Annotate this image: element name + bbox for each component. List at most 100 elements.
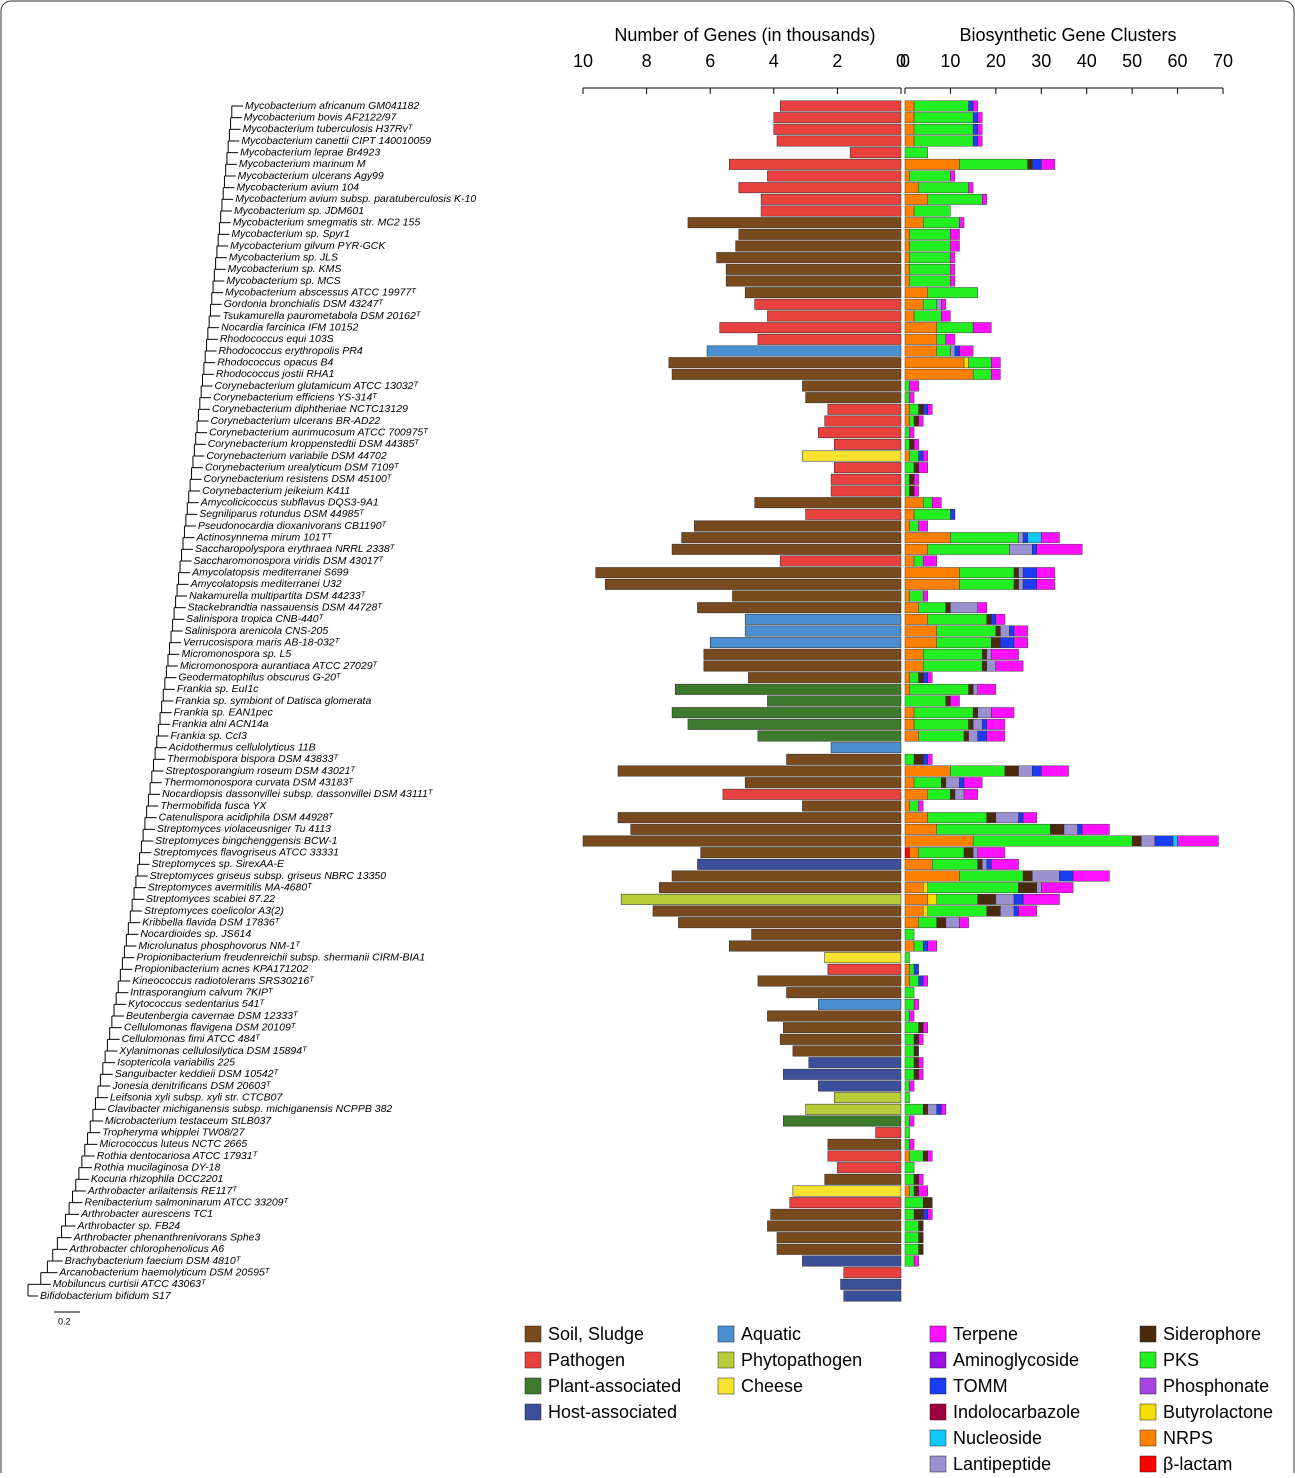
- gene-bar: [722, 788, 902, 800]
- species-label: Streptomyces sp. SirexAA-E: [152, 858, 285, 870]
- bgc-segment: [986, 613, 992, 625]
- bgc-segment: [1013, 567, 1019, 579]
- bgc-segment: [904, 683, 910, 695]
- gene-bar: [697, 858, 902, 870]
- bgc-segment: [963, 788, 978, 800]
- gene-bar: [754, 298, 902, 310]
- bgc-segment: [913, 963, 919, 975]
- gene-bar: [773, 112, 902, 124]
- species-label: Arcanobacterium haemolyticum DSM 20595ᵀ: [58, 1266, 270, 1278]
- bgc-segment: [936, 298, 942, 310]
- bgc-segment: [913, 508, 951, 520]
- bgc-segment: [909, 380, 919, 392]
- species-label: Mycobacterium avium subsp. paratuberculo…: [235, 193, 476, 205]
- bgc-segment: [922, 940, 928, 952]
- bgc-segment: [904, 1255, 915, 1267]
- bgc-segment: [986, 905, 1001, 917]
- species-label: Corynebacterium resistens DSM 45100ᵀ: [204, 473, 393, 485]
- species-label: Streptomyces griseus subsp. griseus NBRC…: [150, 870, 387, 882]
- bgc-segment: [909, 1010, 915, 1022]
- bgc-segment: [904, 497, 924, 509]
- gene-bar: [767, 1010, 902, 1022]
- species-label: Corynebacterium ulcerans BR-AD22: [210, 415, 380, 427]
- bgc-segment: [904, 660, 924, 672]
- species-label: Rothia dentocariosa ATCC 17931ᵀ: [97, 1150, 259, 1162]
- species-label: Mycobacterium marinum M: [239, 158, 366, 170]
- x-tick-label: 30: [1031, 51, 1051, 71]
- legend-label: Lantipeptide: [953, 1454, 1051, 1473]
- legend-label: Indolocarbazole: [953, 1402, 1080, 1422]
- bgc-segment: [972, 112, 978, 124]
- species-label: Thermobispora bispora DSM 43833ᵀ: [167, 753, 339, 765]
- bgc-segment: [922, 1208, 928, 1220]
- x-tick-label: 70: [1213, 51, 1233, 71]
- gene-bar: [652, 905, 902, 917]
- bgc-segment: [904, 322, 937, 334]
- bgc-segment: [1018, 532, 1024, 544]
- legend-swatch: [524, 1351, 542, 1369]
- bgc-segment: [904, 240, 910, 252]
- bgc-segment: [959, 870, 1024, 882]
- species-label: Corynebacterium jeikeium K411: [202, 485, 350, 497]
- x-tick-label: 2: [832, 51, 842, 71]
- bgc-segment: [977, 847, 1006, 859]
- species-label: Mycobacterium bovis AF2122/97: [244, 111, 398, 123]
- species-label: Arthrobacter arilaitensis RE117ᵀ: [87, 1185, 239, 1197]
- gene-bar: [802, 450, 902, 462]
- species-label: Mycobacterium leprae Br4923: [240, 146, 380, 158]
- legend-swatch: [1139, 1351, 1157, 1369]
- bgc-segment: [904, 578, 960, 590]
- legend-label: Soil, Sludge: [548, 1324, 644, 1344]
- bgc-segment: [968, 730, 978, 742]
- species-label: Arthrobacter phenanthrenivorans Sphe3: [73, 1231, 261, 1243]
- species-label: Corynebacterium urealyticum DSM 7109ᵀ: [205, 461, 400, 473]
- bgc-segment: [1013, 578, 1019, 590]
- bgc-segment: [909, 963, 915, 975]
- bgc-segment: [918, 462, 928, 474]
- species-label: Mycobacterium sp. JDM601: [234, 205, 364, 217]
- bgc-segment: [913, 1208, 924, 1220]
- species-label: Sanguibacter keddieii DSM 10542ᵀ: [115, 1068, 280, 1080]
- bgc-segment: [904, 380, 910, 392]
- legend-swatch: [717, 1377, 735, 1395]
- species-label: Frankia sp. CcI3: [170, 730, 247, 742]
- bgc-segment: [904, 555, 915, 567]
- bgc-segment: [950, 170, 956, 182]
- bgc-segment: [986, 660, 997, 672]
- bgc-segment: [904, 170, 910, 182]
- x-tick-label: 40: [1077, 51, 1097, 71]
- x-tick-label: 60: [1168, 51, 1188, 71]
- legend-swatch: [717, 1325, 735, 1343]
- bgc-segment: [936, 625, 997, 637]
- species-label: Leifsonia xyli subsp. xyli str. CTCB07: [110, 1091, 283, 1103]
- legend-label: Pathogen: [548, 1350, 625, 1370]
- gene-bar: [818, 1080, 902, 1092]
- bgc-segment: [1141, 835, 1156, 847]
- gene-bar: [617, 812, 902, 824]
- bgc-segment: [1036, 543, 1083, 555]
- bgc-segment: [954, 345, 960, 357]
- bgc-segment: [904, 917, 919, 929]
- bgc-segment: [1177, 835, 1219, 847]
- bgc-segment: [913, 718, 969, 730]
- bgc-segment: [904, 718, 915, 730]
- species-label: Tropheryma whipplei TW08/27: [102, 1126, 245, 1138]
- bgc-segment: [904, 462, 915, 474]
- bgc-segment: [991, 357, 1001, 369]
- species-label: Corynebacterium glutamicum ATCC 13032ᵀ: [215, 380, 420, 392]
- bgc-segment: [959, 578, 1015, 590]
- bgc-segment: [959, 567, 1015, 579]
- bgc-segment: [909, 485, 915, 497]
- bgc-segment: [904, 333, 937, 345]
- species-label: Mycobacterium sp. MCS: [226, 275, 340, 287]
- bgc-segment: [936, 345, 951, 357]
- gene-bar: [779, 555, 902, 567]
- bgc-segment: [927, 193, 983, 205]
- bgc-segment: [909, 252, 951, 264]
- bgc-segment: [954, 788, 965, 800]
- gene-bar: [687, 217, 902, 229]
- bgc-segment: [963, 730, 969, 742]
- gene-bar: [716, 252, 902, 264]
- bgc-segment: [904, 847, 910, 859]
- bgc-segment: [950, 532, 1019, 544]
